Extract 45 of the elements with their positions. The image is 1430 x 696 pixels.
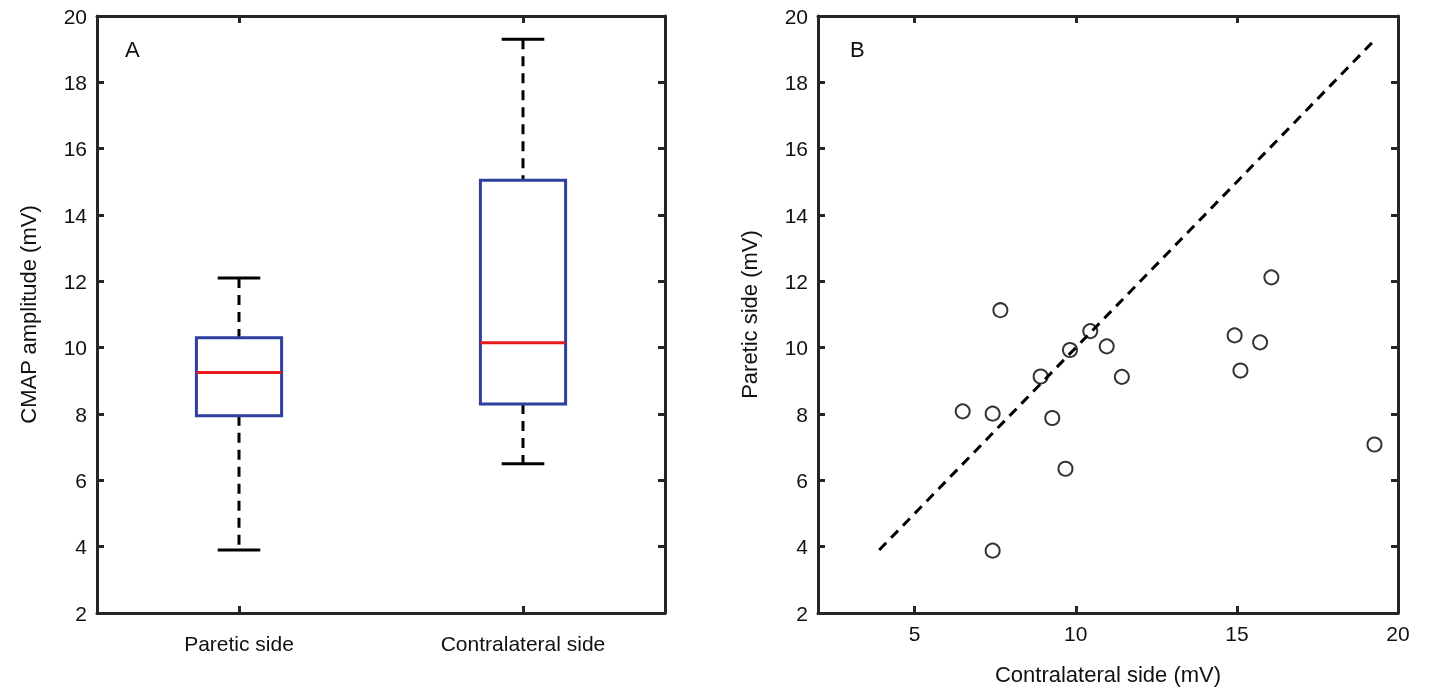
x-tick-label: 5 — [908, 622, 921, 645]
x-tick-label: Paretic side — [184, 632, 294, 655]
point — [1252, 334, 1269, 351]
point — [984, 542, 1001, 559]
point — [954, 403, 971, 420]
y-tick-label: 2 — [796, 601, 808, 625]
point — [1226, 327, 1243, 344]
y-tick-label: 14 — [784, 203, 809, 227]
x-axis-title: Contralateral side (mV) — [994, 661, 1222, 687]
point — [1032, 368, 1049, 385]
annotation: A — [125, 36, 140, 62]
point — [1366, 436, 1383, 453]
y-tick-label: 4 — [75, 535, 88, 559]
y-tick-label: 18 — [784, 70, 808, 94]
point — [1113, 368, 1130, 385]
annotation: B — [850, 36, 865, 62]
y-tick-label: 10 — [784, 336, 808, 360]
y-tick-label: 12 — [63, 269, 87, 293]
y-tick-label: 2 — [75, 601, 87, 625]
y-tick-label: 4 — [796, 535, 809, 559]
y-tick-label: 18 — [63, 70, 87, 94]
x-tick-label: 10 — [1064, 622, 1088, 645]
point — [1044, 409, 1061, 426]
y-axis-title: Paretic side (mV) — [736, 230, 762, 399]
y-tick-label: 14 — [63, 203, 88, 227]
point — [1263, 269, 1280, 286]
point — [992, 302, 1009, 319]
y-tick-label: 16 — [63, 137, 87, 161]
y-tick-label: 8 — [75, 402, 87, 426]
y-tick-label: 16 — [784, 137, 808, 161]
y-tick-label: 8 — [796, 402, 808, 426]
x-tick-label: 15 — [1225, 622, 1249, 645]
y-tick-label: 20 — [784, 4, 808, 28]
y-tick-label: 10 — [63, 336, 87, 360]
y-tick-label: 12 — [784, 269, 808, 293]
point — [984, 405, 1001, 422]
y-tick-label: 20 — [63, 4, 87, 28]
point — [1057, 460, 1074, 477]
y-tick-label: 6 — [796, 468, 808, 492]
x-tick-label: 20 — [1386, 622, 1410, 645]
point — [1098, 338, 1115, 355]
y-axis-title: CMAP amplitude (mV) — [15, 205, 41, 424]
point — [1232, 362, 1249, 379]
y-tick-label: 6 — [75, 468, 87, 492]
x-tick-label: Contralateral side — [440, 632, 606, 655]
